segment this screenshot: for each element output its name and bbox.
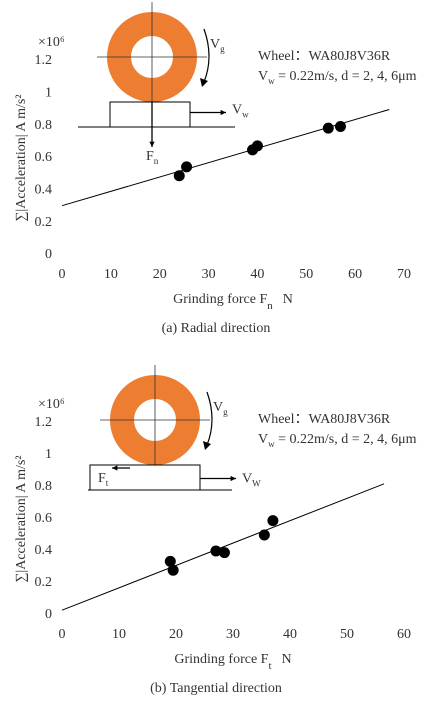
y-tick-label: 0.6 <box>35 150 53 165</box>
data-point <box>164 555 176 567</box>
data-point <box>334 120 346 132</box>
data-point <box>181 161 193 173</box>
x-tick-label: 20 <box>169 627 183 642</box>
force-label: Fn <box>146 149 159 166</box>
y-tick-label: 1 <box>45 86 52 101</box>
force-label: Ft <box>98 471 109 488</box>
arrow-head <box>230 475 236 482</box>
data-point <box>258 529 270 541</box>
arrow-head <box>149 141 155 147</box>
data-point <box>218 547 230 559</box>
data-point <box>267 515 279 527</box>
force-label-sub: n <box>154 156 159 166</box>
work-speed-label-sub: W <box>252 479 261 489</box>
y-tick-label: 1 <box>45 447 52 462</box>
y-tick-label: 0.6 <box>35 511 53 526</box>
x-tick-label: 20 <box>153 267 167 282</box>
y-axis-title: ∑|Acceleration| A m/s² <box>14 94 29 221</box>
annotation: Vw = 0.22m/s, d = 2, 4, 6μm <box>258 432 417 449</box>
x-axis-title: Grinding force Ft N <box>174 652 291 671</box>
x-tick-label: 0 <box>59 627 66 642</box>
annotation-part: w <box>268 76 275 86</box>
x-axis-title-main: Grinding force F <box>173 292 267 307</box>
x-axis-title-sub: n <box>267 300 273 312</box>
wheel-speed-label: Vg <box>210 37 225 54</box>
caption: (a) Radial direction <box>162 321 271 336</box>
annotation-part: V <box>258 432 268 447</box>
force-label-sub: t <box>106 478 109 488</box>
x-tick-label: 10 <box>112 627 126 642</box>
x-tick-label: 40 <box>250 267 264 282</box>
annotation: Vw = 0.22m/s, d = 2, 4, 6μm <box>258 69 417 86</box>
y-tick-label: 0.8 <box>35 118 53 133</box>
y-tick-label: 0 <box>45 247 52 262</box>
y-tick-label: 0.2 <box>35 215 53 230</box>
wheel-speed-label: Vg <box>213 400 228 417</box>
arrow-head <box>112 465 118 471</box>
y-tick-label: 1.2 <box>35 415 53 430</box>
arrow-head <box>200 78 208 87</box>
work-speed-label: Vw <box>232 103 249 120</box>
x-tick-label: 50 <box>340 627 354 642</box>
wheel-speed-label-main: V <box>210 37 220 52</box>
x-tick-label: 60 <box>348 267 362 282</box>
annotation-part: V <box>258 69 268 84</box>
work-speed-label-main: V <box>242 472 252 487</box>
x-axis-title-sub: t <box>268 660 271 672</box>
y-tick-label: 0.8 <box>35 479 53 494</box>
data-point <box>251 140 263 152</box>
y-tick-label: 0.4 <box>35 183 53 198</box>
arrow-head <box>220 109 226 116</box>
x-tick-label: 40 <box>283 627 297 642</box>
x-tick-label: 30 <box>226 627 240 642</box>
y-axis-title: ∑|Acceleration| A m/s² <box>14 455 29 582</box>
y-multiplier: ×10⁶ <box>38 397 65 412</box>
arrow-head <box>203 441 211 450</box>
x-axis-title-main: Grinding force F <box>174 652 268 667</box>
annotation-part: w <box>268 439 275 449</box>
x-tick-label: 0 <box>59 267 66 282</box>
rotation-arrow <box>206 391 213 446</box>
caption: (b) Tangential direction <box>150 681 282 696</box>
annotation-part: = 0.22m/s, d = 2, 4, 6μm <box>275 69 417 84</box>
work-speed-label-main: V <box>232 103 242 118</box>
x-tick-label: 10 <box>104 267 118 282</box>
y-tick-label: 0 <box>45 607 52 622</box>
annotation: Wheel：WA80J8V36R <box>258 49 391 64</box>
x-tick-label: 50 <box>299 267 313 282</box>
work-speed-label-sub: w <box>242 110 249 120</box>
work-speed-label: VW <box>242 472 261 489</box>
wheel-speed-label-sub: g <box>223 407 228 417</box>
data-point <box>322 122 334 134</box>
workpiece <box>109 101 191 128</box>
x-axis-title: Grinding force Fn N <box>173 292 293 311</box>
y-tick-label: 0.4 <box>35 543 53 558</box>
annotation: Wheel：WA80J8V36R <box>258 412 391 427</box>
y-multiplier: ×10⁶ <box>38 35 65 50</box>
x-tick-label: 60 <box>397 627 411 642</box>
x-tick-label: 70 <box>397 267 411 282</box>
annotation-part: = 0.22m/s, d = 2, 4, 6μm <box>275 432 417 447</box>
fit-line <box>61 483 385 611</box>
x-axis-title-unit: N <box>282 652 292 667</box>
data-point <box>210 545 222 557</box>
rotation-arrow <box>203 28 210 83</box>
y-tick-label: 1.2 <box>35 53 53 68</box>
x-axis-title-unit: N <box>283 292 293 307</box>
force-label-main: F <box>98 471 106 486</box>
force-label-main: F <box>146 149 154 164</box>
wheel-speed-label-main: V <box>213 400 223 415</box>
y-tick-label: 0.2 <box>35 575 53 590</box>
workpiece <box>89 464 201 491</box>
data-point <box>173 170 185 182</box>
data-point <box>167 564 179 576</box>
fit-line <box>61 109 390 207</box>
wheel-speed-label-sub: g <box>220 44 225 54</box>
x-tick-label: 30 <box>202 267 216 282</box>
